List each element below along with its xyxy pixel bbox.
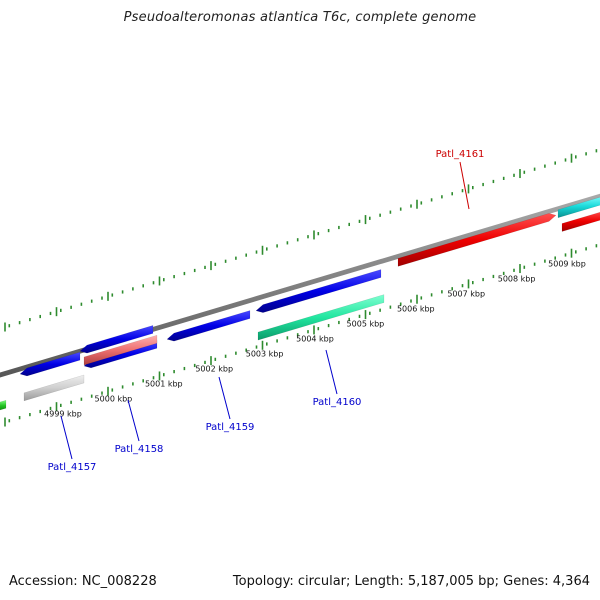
- leader-line: [218, 376, 231, 420]
- kbp-tick-label: 5000 kbp: [95, 395, 133, 404]
- kbp-tick-label: 5007 kbp: [447, 290, 485, 299]
- gene-label-patl-4159[interactable]: Patl_4159: [206, 422, 255, 433]
- leader-line: [60, 415, 73, 460]
- gene-patl-4159-arrow[interactable]: [166, 310, 251, 342]
- kbp-tick-label: 5002 kbp: [195, 365, 233, 374]
- gene-pseudo-box[interactable]: [83, 334, 158, 366]
- lower-scale-row: [4, 244, 598, 427]
- gene-patl-4160-arrow[interactable]: [255, 269, 382, 313]
- kbp-tick-label: 5008 kbp: [498, 275, 536, 284]
- leader-line: [459, 161, 470, 210]
- gene-label-patl-4161[interactable]: Patl_4161: [436, 149, 485, 160]
- kbp-tick-label: 5001 kbp: [145, 380, 183, 389]
- kbp-tick-label: 5006 kbp: [397, 305, 435, 314]
- gene-cyan-partial-box[interactable]: [557, 196, 600, 219]
- gene-green-partial-box[interactable]: [0, 399, 7, 411]
- kbp-tick-label: 4999 kbp: [44, 410, 82, 419]
- map-title: Pseudoalteromonas atlantica T6c, complet…: [123, 10, 477, 25]
- leader-line: [127, 399, 140, 442]
- gene-patl-4161-arrow[interactable]: [397, 213, 557, 267]
- gene-teal-box[interactable]: [257, 294, 385, 341]
- gene-blue-arrow-2[interactable]: [79, 325, 154, 354]
- gene-gray-box[interactable]: [23, 374, 85, 402]
- kbp-tick-label: 5003 kbp: [246, 350, 284, 359]
- gene-label-patl-4158[interactable]: Patl_4158: [115, 444, 164, 455]
- kbp-tick-label: 5005 kbp: [347, 320, 385, 329]
- upper-scale-row: [4, 149, 598, 332]
- gene-patl-4157-arrow[interactable]: [19, 351, 81, 377]
- leader-line: [325, 349, 338, 395]
- gene-label-patl-4160[interactable]: Patl_4160: [313, 397, 362, 408]
- kbp-tick-label: 5009 kbp: [548, 260, 586, 269]
- accession-text: Accession: NC_008228: [9, 574, 157, 589]
- kbp-tick-label: 5004 kbp: [296, 335, 334, 344]
- gene-red-partial-box[interactable]: [561, 211, 600, 232]
- genome-summary-text: Topology: circular; Length: 5,187,005 bp…: [232, 574, 590, 589]
- gene-label-patl-4157[interactable]: Patl_4157: [48, 462, 97, 473]
